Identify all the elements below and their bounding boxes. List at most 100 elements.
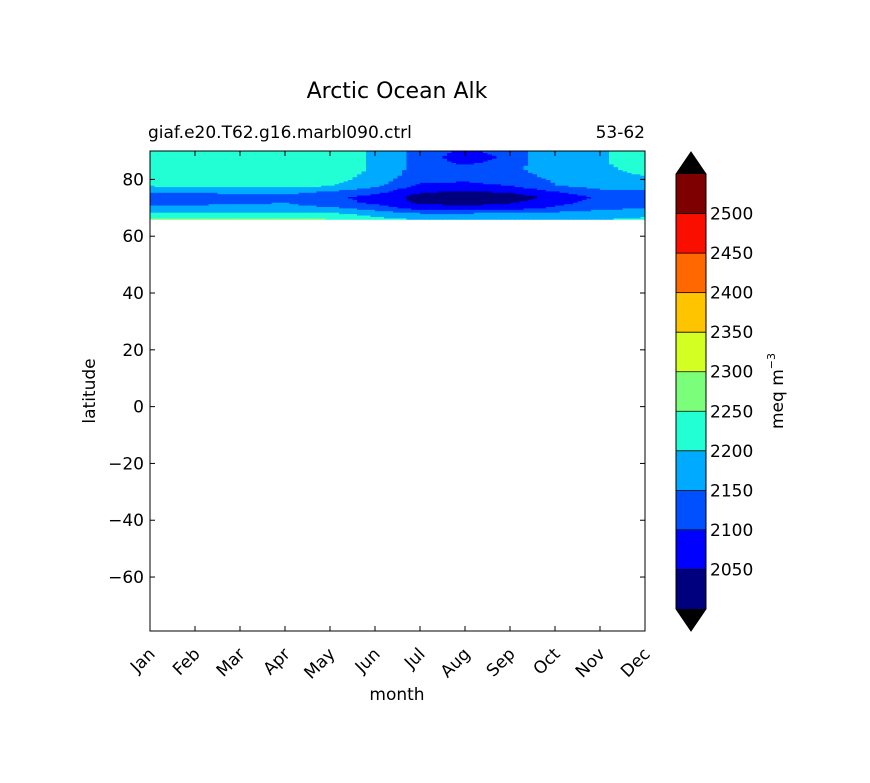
contour-cell	[618, 160, 624, 163]
contour-cell	[303, 207, 309, 210]
contour-cell	[361, 162, 367, 165]
contour-cell	[379, 212, 385, 215]
contour-cell	[154, 216, 160, 219]
contour-cell	[514, 213, 520, 216]
contour-cell	[276, 209, 282, 212]
contour-cell	[168, 200, 174, 203]
contour-cell	[483, 196, 489, 199]
contour-cell	[541, 170, 547, 173]
contour-cell	[177, 199, 183, 202]
contour-cell	[469, 200, 475, 203]
contour-cell	[636, 163, 642, 166]
contour-cell	[240, 209, 246, 212]
contour-cell	[168, 196, 174, 199]
contour-cell	[163, 196, 169, 199]
contour-cell	[213, 199, 219, 202]
contour-cell	[235, 177, 241, 180]
contour-cell	[568, 207, 574, 210]
contour-cell	[469, 160, 475, 163]
contour-cell	[231, 165, 237, 168]
contour-cell	[555, 213, 561, 216]
contour-cell	[568, 196, 574, 199]
contour-cell	[600, 200, 606, 203]
contour-cell	[177, 176, 183, 179]
contour-cell	[240, 193, 246, 196]
contour-cell	[384, 216, 390, 219]
contour-cell	[325, 170, 331, 173]
contour-cell	[222, 186, 228, 189]
contour-cell	[559, 179, 565, 182]
contour-cell	[375, 180, 381, 183]
contour-cell	[217, 169, 223, 172]
contour-cell	[631, 185, 637, 188]
contour-cell	[541, 182, 547, 185]
contour-cell	[559, 177, 565, 180]
contour-cell	[298, 183, 304, 186]
contour-cell	[316, 183, 322, 186]
contour-cell	[159, 196, 165, 199]
contour-cell	[240, 204, 246, 207]
contour-cell	[285, 190, 291, 193]
contour-cell	[474, 176, 480, 179]
contour-cell	[600, 202, 606, 205]
contour-cell	[559, 216, 565, 219]
contour-cell	[514, 179, 520, 182]
contour-cell	[397, 210, 403, 213]
contour-cell	[172, 179, 178, 182]
contour-cell	[235, 204, 241, 207]
contour-cell	[289, 166, 295, 169]
contour-cell	[604, 193, 610, 196]
contour-cell	[357, 189, 363, 192]
contour-cell	[199, 166, 205, 169]
contour-cell	[172, 216, 178, 219]
contour-cell	[258, 183, 264, 186]
contour-cell	[303, 173, 309, 176]
contour-cell	[249, 187, 255, 190]
contour-cell	[406, 202, 412, 205]
contour-cell	[208, 160, 214, 163]
contour-cell	[348, 200, 354, 203]
contour-cell	[546, 210, 552, 213]
contour-cell	[622, 183, 628, 186]
contour-cell	[478, 203, 484, 206]
contour-cell	[555, 206, 561, 209]
contour-cell	[195, 217, 201, 220]
contour-cell	[375, 177, 381, 180]
contour-cell	[438, 202, 444, 205]
contour-cell	[411, 193, 417, 196]
contour-cell	[483, 204, 489, 207]
contour-cell	[172, 160, 178, 163]
contour-cell	[316, 190, 322, 193]
contour-cell	[478, 179, 484, 182]
contour-cell	[442, 202, 448, 205]
contour-cell	[613, 196, 619, 199]
contour-cell	[321, 196, 327, 199]
contour-cell	[555, 187, 561, 190]
contour-cell	[478, 210, 484, 213]
contour-cell	[541, 204, 547, 207]
contour-cell	[460, 210, 466, 213]
contour-cell	[591, 196, 597, 199]
contour-cell	[186, 187, 192, 190]
contour-cell	[622, 196, 628, 199]
contour-cell	[244, 158, 250, 161]
contour-cell	[366, 179, 372, 182]
contour-cell	[537, 217, 543, 220]
contour-cell	[442, 172, 448, 175]
contour-cell	[330, 170, 336, 173]
contour-cell	[375, 200, 381, 203]
contour-cell	[384, 176, 390, 179]
contour-cell	[415, 155, 421, 158]
contour-cell	[258, 213, 264, 216]
contour-cell	[249, 175, 255, 178]
contour-cell	[208, 183, 214, 186]
contour-cell	[622, 204, 628, 207]
contour-cell	[541, 203, 547, 206]
contour-cell	[640, 172, 645, 175]
contour-cell	[181, 176, 187, 179]
contour-cell	[339, 214, 345, 217]
contour-cell	[541, 180, 547, 183]
contour-cell	[514, 210, 520, 213]
contour-cell	[519, 175, 525, 178]
contour-cell	[258, 162, 264, 165]
